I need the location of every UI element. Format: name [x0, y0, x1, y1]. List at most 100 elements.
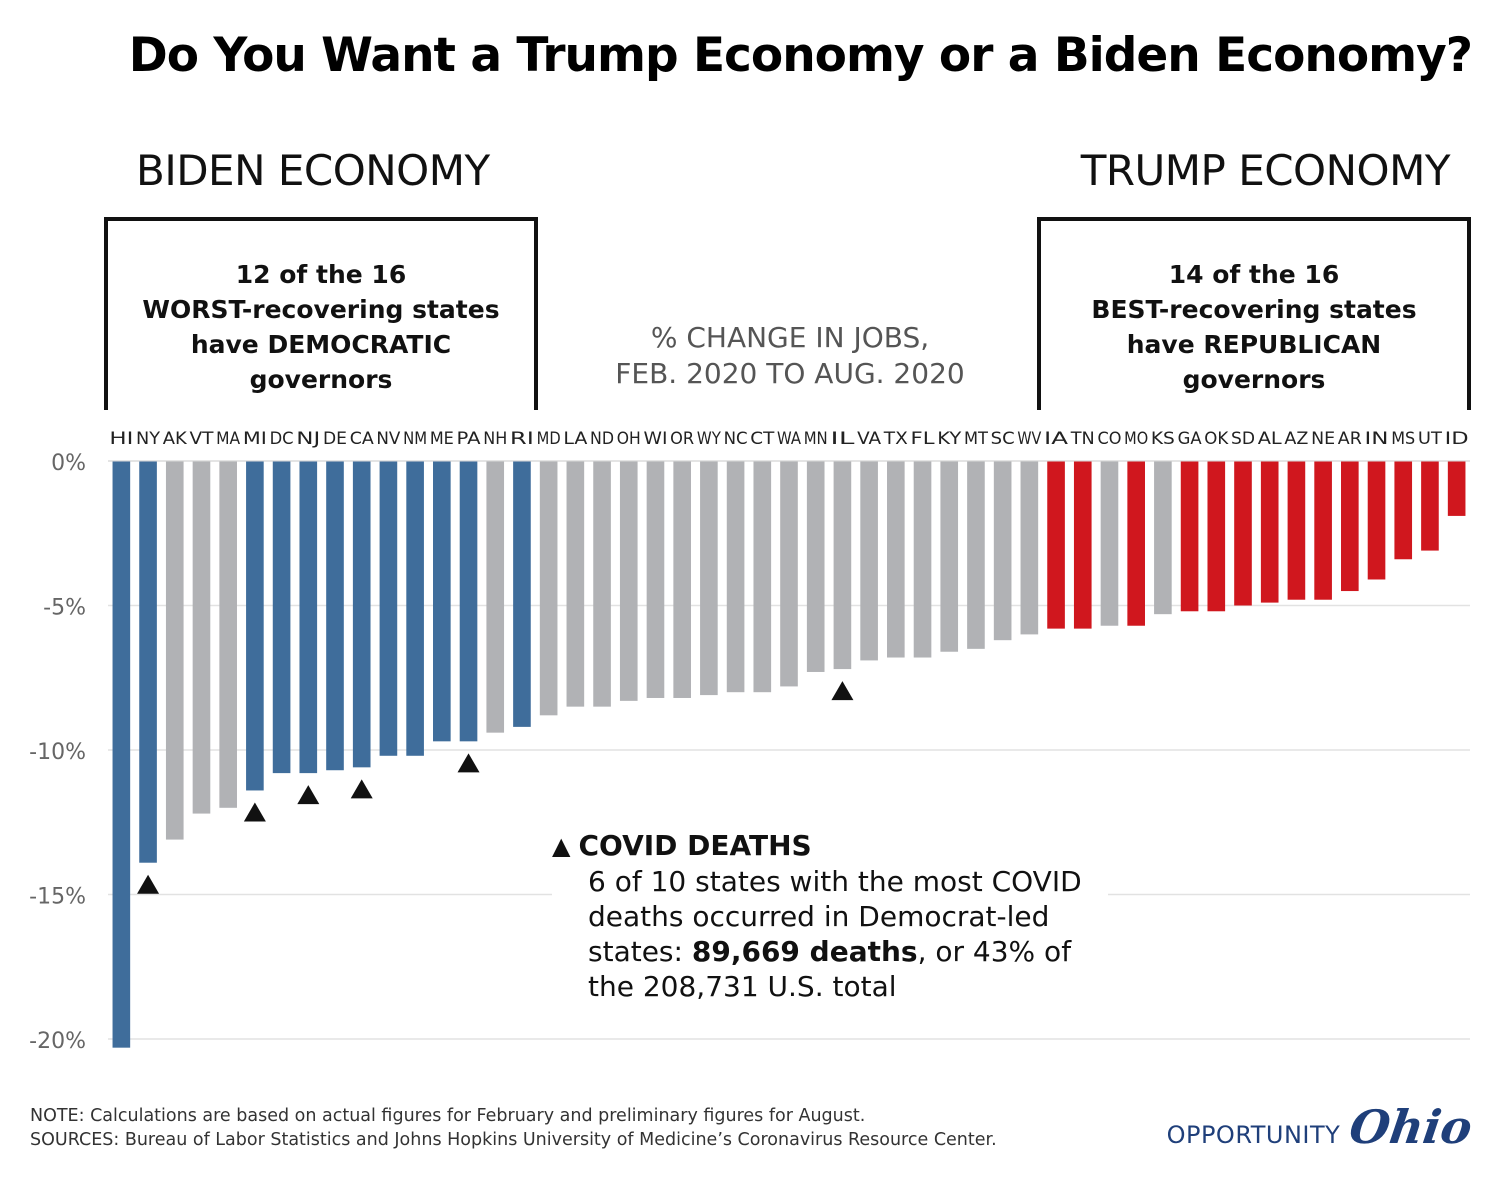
bar-nh	[486, 461, 505, 733]
bar-la	[566, 461, 585, 707]
best-states-line-2: BEST-recovering states	[1091, 295, 1417, 324]
bar-ri	[513, 461, 531, 727]
logo-script: Ohio	[1346, 1100, 1476, 1154]
bar-ky	[940, 461, 959, 652]
x-tick-label-wy: WY	[697, 429, 722, 449]
x-tick-label-wv: WV	[1017, 429, 1041, 449]
covid-marker-mi	[243, 802, 266, 822]
worst-states-text: 12 of the 16 WORST-recovering states hav…	[108, 257, 534, 397]
bar-wi	[646, 461, 665, 698]
x-tick-label-id: ID	[1445, 429, 1469, 449]
x-tick-label-oh: OH	[617, 429, 641, 449]
x-tick-label-al: AL	[1258, 429, 1283, 449]
bar-nj	[299, 461, 318, 774]
bar-ne	[1314, 461, 1332, 600]
x-tick-label-dc: DC	[270, 429, 294, 449]
best-states-bracket: 14 of the 16 BEST-recovering states have…	[1037, 217, 1471, 410]
bar-ga	[1180, 461, 1199, 612]
jobs-change-bar-chart: 0%-5%-10%-15%-20%HI NY AK VT MA MI DC NJ DE CA NV N…	[29, 429, 1470, 1054]
covid-deaths-text-a: 6 of 10 states with the most COVID death…	[588, 865, 1082, 968]
x-tick-label-mt: MT	[964, 429, 989, 449]
x-tick-label-mi: MI	[243, 429, 267, 449]
y-tick-label: -20%	[29, 1029, 86, 1054]
bar-mi	[246, 461, 264, 791]
best-states-line-1: 14 of the 16	[1168, 260, 1340, 289]
bar-pa	[459, 461, 478, 742]
covid-marker-il	[831, 681, 854, 701]
logo-wordmark: OPPORTUNITY	[1166, 1121, 1341, 1149]
x-tick-label-vt: VT	[189, 429, 214, 449]
bar-nv	[379, 461, 398, 756]
x-tick-label-mo: MO	[1124, 429, 1148, 449]
x-tick-label-nj: NJ	[296, 429, 320, 449]
bar-wy	[700, 461, 718, 696]
chart-title-line-1: % CHANGE IN JOBS,	[650, 321, 930, 354]
x-tick-label-md: MD	[537, 429, 561, 449]
bar-sd	[1234, 461, 1252, 606]
x-tick-label-ga: GA	[1178, 429, 1202, 449]
x-tick-label-sd: SD	[1231, 429, 1255, 449]
bar-id	[1447, 461, 1466, 516]
worst-states-line-2: WORST-recovering states	[142, 295, 500, 324]
covid-deaths-text-b: , or 43% of the 208,731 U.S. total	[588, 935, 1072, 1003]
y-tick-label: -15%	[29, 885, 86, 910]
x-tick-label-hi: HI	[109, 429, 133, 449]
x-tick-label-ne: NE	[1311, 429, 1335, 449]
x-tick-label-me: ME	[430, 429, 454, 449]
x-tick-label-ak: AK	[163, 429, 188, 449]
bar-ma	[219, 461, 237, 808]
x-tick-label-or: OR	[670, 429, 694, 449]
x-tick-label-nd: ND	[590, 429, 614, 449]
worst-states-line-4: governors	[249, 365, 393, 394]
trump-economy-label: TRUMP ECONOMY	[1080, 146, 1451, 195]
bar-me	[433, 461, 451, 742]
x-tick-label-ct: CT	[750, 429, 775, 449]
y-tick-label: 0%	[51, 451, 86, 476]
x-tick-label-co: CO	[1097, 429, 1121, 449]
x-tick-label-wa: WA	[777, 429, 801, 449]
x-tick-label-sc: SC	[991, 429, 1015, 449]
bar-tn	[1073, 461, 1092, 629]
bar-vt	[192, 461, 211, 814]
worst-states-line-1: 12 of the 16	[235, 260, 407, 289]
covid-deaths-description: 6 of 10 states with the most COVID death…	[588, 864, 1088, 1004]
x-tick-label-nm: NM	[403, 429, 427, 449]
bar-ar	[1341, 461, 1359, 592]
note-text: NOTE: Calculations are based on actual f…	[30, 1106, 866, 1126]
best-states-line-4: governors	[1182, 365, 1326, 394]
x-tick-label-mn: MN	[804, 429, 828, 449]
chart-title: % CHANGE IN JOBS, FEB. 2020 TO AUG. 2020	[560, 320, 1020, 392]
bar-ca	[352, 461, 371, 768]
sources-text: SOURCES: Bureau of Labor Statistics and …	[30, 1130, 997, 1150]
bar-oh	[619, 461, 638, 701]
bar-ct	[753, 461, 772, 693]
bar-ks	[1154, 461, 1172, 615]
chart-title-line-2: FEB. 2020 TO AUG. 2020	[615, 357, 965, 390]
x-tick-label-in: IN	[1365, 429, 1389, 449]
x-tick-label-ri: RI	[510, 429, 534, 449]
bar-wv	[1020, 461, 1039, 635]
x-tick-label-la: LA	[563, 429, 587, 449]
x-tick-label-nc: NC	[724, 429, 748, 449]
bar-fl	[913, 461, 932, 658]
x-tick-label-fl: FL	[911, 429, 936, 449]
x-tick-label-ut: UT	[1418, 429, 1443, 449]
bar-ok	[1207, 461, 1226, 612]
bar-al	[1260, 461, 1279, 603]
best-states-line-3: have REPUBLICAN	[1126, 330, 1382, 359]
x-tick-label-ar: AR	[1338, 429, 1362, 449]
bar-de	[326, 461, 344, 771]
covid-marker-nj	[297, 785, 320, 805]
opportunity-ohio-logo: OPPORTUNITY Ohio	[1166, 1100, 1476, 1154]
worst-states-line-3: have DEMOCRATIC	[190, 330, 452, 359]
y-tick-label: -5%	[43, 596, 86, 621]
bar-tx	[887, 461, 905, 658]
bar-dc	[272, 461, 291, 774]
covid-deaths-count: 89,669 deaths	[691, 935, 918, 968]
x-tick-label-ky: KY	[937, 429, 962, 449]
x-tick-label-ia: IA	[1044, 429, 1069, 449]
x-tick-label-pa: PA	[457, 429, 481, 449]
bar-ia	[1047, 461, 1065, 629]
x-tick-label-az: AZ	[1284, 429, 1308, 449]
covid-deaths-heading: ▲ COVID DEATHS	[552, 828, 1088, 864]
